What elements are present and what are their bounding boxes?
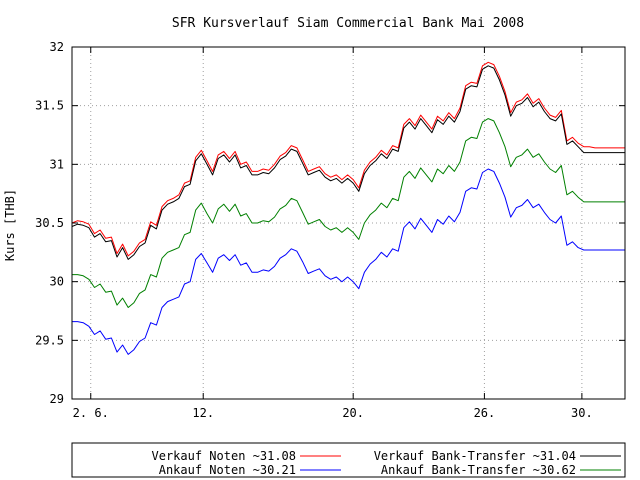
series-line-2 <box>72 118 625 308</box>
grid <box>72 47 625 399</box>
series-group <box>71 61 625 355</box>
y-axis-label: Kurs [THB] <box>3 189 17 261</box>
y-tick-label: 31 <box>50 157 64 171</box>
y-tick-label: 29.5 <box>35 333 64 347</box>
y-ticks: 29 29.5 30 30.5 31 31.5 32 <box>35 40 625 406</box>
y-tick-label: 30 <box>50 275 64 289</box>
chart-title: SFR Kursverlauf Siam Commercial Bank Mai… <box>172 16 524 31</box>
x-ticks: 2. 6. 12. 20. 26. 30. <box>73 47 593 420</box>
y-tick-label: 29 <box>50 392 64 406</box>
x-tick-label: 2. 6. <box>73 406 109 420</box>
legend-label: Verkauf Noten ~31.08 <box>152 449 297 463</box>
y-tick-label: 30.5 <box>35 216 64 230</box>
x-tick-label: 26. <box>474 406 496 420</box>
legend-box <box>71 442 626 478</box>
y-tick-label: 31.5 <box>35 99 64 113</box>
series-line-3 <box>72 168 625 355</box>
series-line-0 <box>71 61 625 257</box>
x-tick-label: 20. <box>342 406 364 420</box>
series-line-1 <box>71 65 625 260</box>
legend-label: Ankauf Noten ~30.21 <box>159 463 296 477</box>
legend-label: Ankauf Bank-Transfer ~30.62 <box>381 463 576 477</box>
x-tick-label: 12. <box>192 406 214 420</box>
y-tick-label: 32 <box>50 40 64 54</box>
legend: Verkauf Noten ~31.08 Verkauf Bank-Transfe… <box>71 442 626 478</box>
legend-label: Verkauf Bank-Transfer ~31.04 <box>374 449 576 463</box>
x-tick-label: 30. <box>571 406 593 420</box>
